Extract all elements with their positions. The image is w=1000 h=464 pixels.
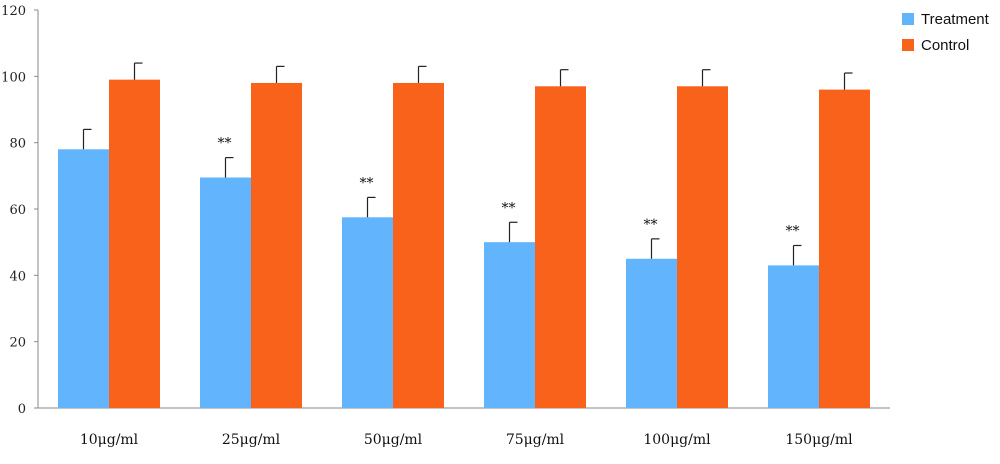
bar-control-3 [535,86,586,409]
bar-treatment-3 [484,242,535,408]
x-category-label: 10μg/ml [80,432,139,448]
bar-control-5 [819,89,870,408]
bar-treatment-2 [342,217,393,408]
y-tick-label: 60 [9,203,26,218]
x-axis: 10μg/ml 25μg/ml 50μg/ml 75μg/ml 100μg/ml 150μ… [38,407,890,448]
x-category-label: 25μg/ml [222,432,281,448]
bar-treatment-0 [58,149,109,409]
bar-control-0 [109,79,160,409]
bar-treatment-4 [626,258,677,408]
legend-label-treatment: Treatment [921,10,989,28]
x-category-label: 75μg/ml [506,432,565,448]
significance-label: ** [502,200,516,216]
significance-label: ** [218,136,232,152]
x-category-label: 150μg/ml [785,432,853,448]
legend-swatch-control [902,39,914,51]
y-tick-label: 120 [1,4,26,19]
y-tick-label: 0 [18,402,26,417]
bar-treatment-5 [768,265,819,408]
x-category-label: 50μg/ml [364,432,423,448]
y-tick-label: 100 [1,70,26,85]
legend-label-control: Control [921,36,970,54]
annotations: ** ** ** ** ** [218,136,800,240]
y-axis: 0 20 40 60 80 100 120 [1,4,39,417]
legend-item-treatment: Treatment [902,6,989,32]
legend: Treatment Control [902,6,989,58]
bar-control-1 [251,82,302,408]
y-tick-label: 40 [9,269,26,284]
significance-label: ** [644,217,658,233]
x-category-label: 100μg/ml [643,432,711,448]
bar-treatment-1 [200,177,251,408]
bars [58,79,870,409]
y-tick-label: 80 [9,137,26,152]
legend-swatch-treatment [902,13,914,25]
bar-control-2 [393,82,444,408]
significance-label: ** [786,223,800,239]
y-tick-label: 20 [9,336,26,351]
bar-control-4 [677,86,728,409]
significance-label: ** [360,175,374,191]
error-bars [82,62,853,266]
legend-item-control: Control [902,32,989,58]
